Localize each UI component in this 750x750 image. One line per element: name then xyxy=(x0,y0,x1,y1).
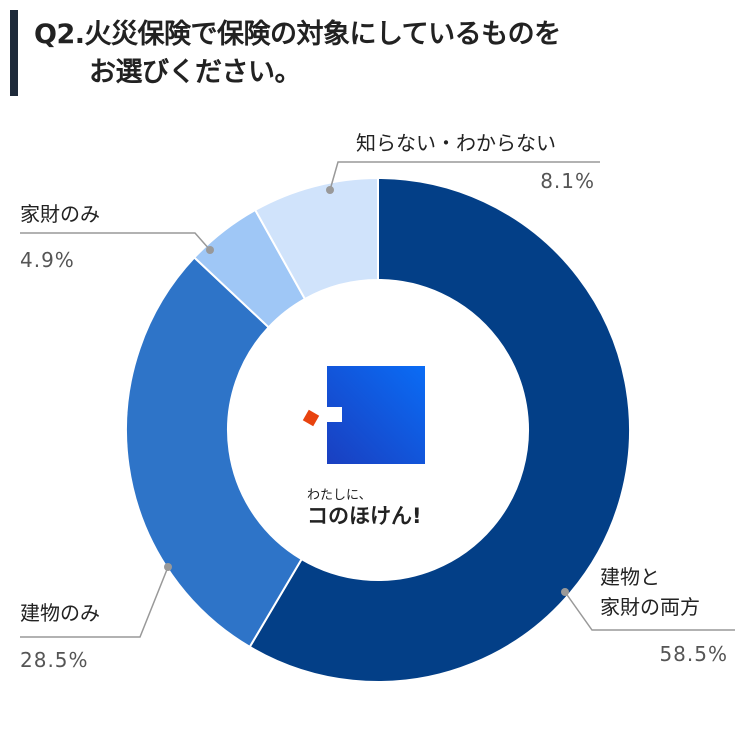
logo-notch xyxy=(322,407,342,422)
donut-slice xyxy=(253,176,379,301)
leader-dot xyxy=(561,588,569,596)
donut-slice xyxy=(125,256,304,649)
donut-slice xyxy=(248,176,631,683)
chart-title: Q2.火災保険で保険の対象にしているものを お選びください。 xyxy=(34,19,561,88)
leader-dot xyxy=(164,563,172,571)
logo-name: コのほけん! xyxy=(307,504,422,528)
leader-line xyxy=(329,161,600,191)
leader-line xyxy=(20,566,169,638)
category-label: 建物と 家財の両方 xyxy=(600,565,700,619)
value-label: 28.5% xyxy=(20,648,89,672)
logo-tagline: わたしに、 xyxy=(307,488,372,503)
leader-line xyxy=(564,591,735,631)
category-label: 家財のみ xyxy=(20,202,100,226)
leader-dot xyxy=(326,186,334,194)
logo-square xyxy=(327,366,425,464)
leader-line xyxy=(20,232,211,251)
category-label: 建物のみ xyxy=(20,601,100,625)
logo-mark xyxy=(302,366,425,464)
category-label: 知らない・わからない xyxy=(356,131,556,155)
value-label: 4.9% xyxy=(20,248,75,272)
logo-dot xyxy=(302,409,320,427)
title-bar xyxy=(10,10,18,96)
leader-dot xyxy=(206,246,214,254)
value-label: 8.1% xyxy=(540,169,595,193)
value-label: 58.5% xyxy=(659,642,728,666)
